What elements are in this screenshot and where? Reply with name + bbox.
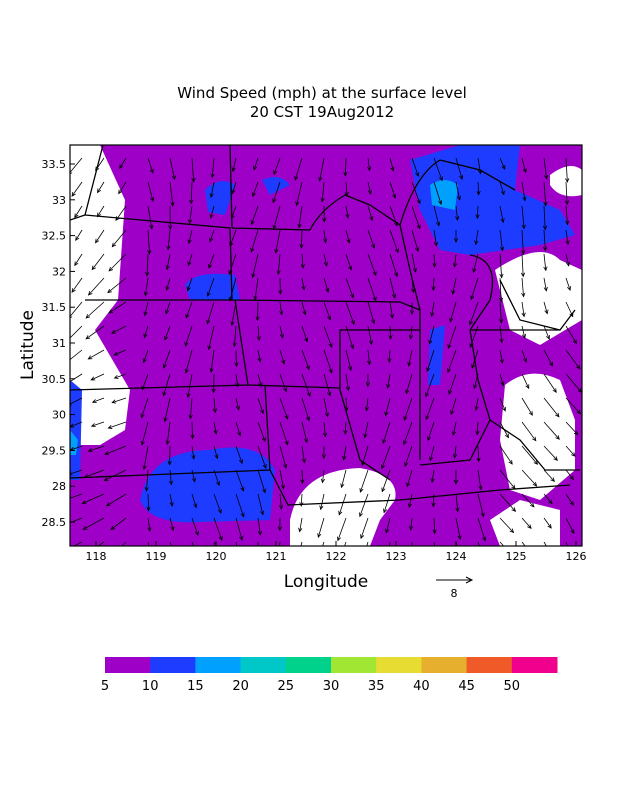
wind-vector-head [297, 555, 300, 559]
y-tick-label: 30.5 [42, 373, 67, 386]
x-tick-label: 126 [566, 550, 587, 563]
y-tick-label: 33 [52, 194, 66, 207]
wind-vector-head [65, 497, 69, 500]
wind-vector-head [410, 552, 413, 556]
colorbar-label: 35 [368, 679, 385, 694]
x-tick-label: 123 [386, 550, 407, 563]
subtitle: 20 CST 19Aug2012 [250, 103, 394, 121]
x-tick-label: 122 [326, 550, 347, 563]
colorbar-label: 15 [187, 679, 204, 694]
title: Wind Speed (mph) at the surface level [177, 84, 466, 102]
y-tick-label: 30 [52, 409, 66, 422]
wind-vector [257, 302, 258, 320]
reference-vector-label: 8 [451, 587, 458, 600]
y-tick-label: 28 [52, 480, 66, 493]
wind-vector-head [548, 551, 551, 555]
map-field [60, 145, 582, 565]
colorbar-swatch [150, 657, 196, 673]
x-tick-label: 125 [506, 550, 527, 563]
colorbar-label: 25 [278, 679, 295, 694]
wind-vector [192, 422, 193, 438]
wind-vector-head [482, 559, 485, 563]
colorbar-swatch [105, 657, 151, 673]
wind-vector-head [197, 559, 200, 563]
wind-vector-head [435, 557, 438, 561]
y-tick-label: 28.5 [42, 516, 67, 529]
colorbar-swatch [331, 657, 377, 673]
colorbar-swatch [376, 657, 422, 673]
colorbar-label: 30 [323, 679, 340, 694]
colorbar-label: 40 [413, 679, 430, 694]
y-tick-label: 31 [52, 337, 66, 350]
y-tick-label: 32 [52, 265, 66, 278]
wind-vector-head [60, 549, 64, 552]
colorbar-label: 20 [232, 679, 249, 694]
x-tick-label: 120 [206, 550, 227, 563]
colorbar-swatch [241, 657, 287, 673]
colorbar-swatch [195, 657, 241, 673]
x-tick-label: 118 [86, 550, 107, 563]
colorbar-label: 5 [101, 679, 109, 694]
colorbar-swatch [286, 657, 332, 673]
y-axis-label: Latitude [18, 310, 38, 380]
y-tick-label: 31.5 [42, 301, 67, 314]
colorbar-swatch [512, 657, 558, 673]
colorbar-label: 45 [458, 679, 475, 694]
wind-vector-head [257, 552, 260, 556]
wind-vector [302, 470, 303, 483]
wind-vector-head [363, 555, 366, 559]
breeze-area [70, 380, 82, 480]
colorbar-swatch [421, 657, 467, 673]
wind-vector-head [115, 548, 119, 552]
wind-vector-head [316, 560, 319, 564]
x-axis-label: Longitude [284, 572, 369, 592]
y-tick-label: 32.5 [42, 230, 67, 243]
wind-vector-head [237, 557, 240, 561]
x-tick-label: 121 [266, 550, 287, 563]
x-tick-label: 119 [146, 550, 167, 563]
colorbar-swatch [467, 657, 513, 673]
y-tick-label: 29.5 [42, 444, 67, 457]
wind-vector-head [172, 553, 175, 557]
colorbar-label: 10 [142, 679, 159, 694]
colorbar-label: 50 [504, 679, 521, 694]
x-tick-label: 124 [446, 550, 467, 563]
wind-vector-head [64, 361, 68, 365]
y-tick-label: 33.5 [42, 158, 67, 171]
